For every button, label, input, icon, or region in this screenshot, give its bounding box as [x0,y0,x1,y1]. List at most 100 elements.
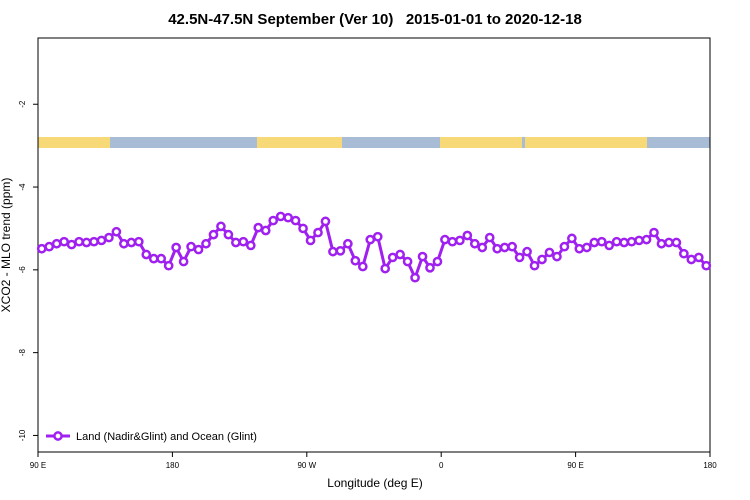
data-point [529,260,540,271]
data-point [656,238,667,249]
data-point [163,260,174,271]
data-point [223,229,234,240]
data-point [171,242,181,253]
data-point [350,255,361,266]
data-point [59,236,69,247]
data-point [589,237,600,248]
data-point [156,253,167,264]
data-point [395,249,405,260]
data-point [290,215,301,226]
plot-frame [37,37,711,453]
x-axis-label: Longitude (deg E) [327,476,422,490]
x-tick-label: 0 [439,461,444,470]
data-point [574,243,585,254]
legend-label: Land (Nadir&Glint) and Ocean (Glint) [76,431,257,443]
data-point [611,236,622,247]
data-point [417,251,428,262]
data-point [305,235,316,246]
data-point [425,262,435,273]
data-point [462,230,473,241]
data-point [231,237,241,248]
data-point [552,251,562,262]
data-point [567,233,577,244]
data-point [133,236,144,247]
legend-marker [53,431,63,441]
data-point [275,211,286,222]
land-ocean-strip [38,137,710,148]
data-point [357,261,368,272]
data-point [477,242,488,253]
x-tick-label: 180 [166,461,180,470]
data-point [499,242,510,253]
data-point [208,229,219,240]
x-tick-label: 90 E [567,461,583,470]
y-tick-label: -8 [18,349,27,357]
data-point [343,238,353,249]
data-point [507,241,517,252]
data-point [126,237,137,248]
data-point [537,254,547,265]
data-point [283,212,293,223]
data-point [201,238,211,249]
data-point [268,215,279,226]
data-point [111,226,122,237]
data-point [671,237,682,248]
data-point [626,236,637,247]
data-point [89,236,99,247]
data-point [469,238,480,249]
data-point [74,236,84,247]
data-point [253,222,264,233]
data-point [372,231,383,242]
data-point [619,237,629,248]
data-point [432,256,443,267]
data-point [104,232,114,243]
data-point [604,240,615,251]
data-point [679,248,689,259]
data-point [641,234,652,245]
data-point [380,263,391,274]
y-tick-label: -6 [18,266,27,274]
data-point [402,256,413,267]
data-point [492,243,503,254]
data-point [66,239,77,250]
data-point [96,235,107,246]
data-point [410,272,420,283]
data-point [365,234,376,245]
data-point [260,225,271,236]
x-tick-label: 90 W [297,461,316,470]
data-point [484,232,495,243]
data-point [447,236,458,247]
data-point [178,256,189,267]
data-point [335,245,346,256]
data-point [455,235,465,246]
x-tick-label: 90 E [30,461,46,470]
data-point [193,244,204,255]
data-point [238,236,249,247]
data-point [387,252,398,263]
data-point [514,252,525,263]
y-tick-label: -2 [18,100,27,108]
data-point [119,238,129,249]
data-point [186,241,196,252]
data-point [581,242,592,253]
data-point [313,227,323,238]
data-point [596,236,607,247]
data-point [44,241,55,252]
y-axis-label: XCO2 - MLO trend (ppm) [0,178,13,313]
data-point [686,254,697,265]
data-point [328,246,338,257]
data-point [81,237,92,248]
y-tick-label: -10 [18,429,27,441]
data-point [544,247,555,258]
data-point [216,221,226,232]
data-point [36,243,47,254]
data-point [522,246,532,257]
data-point [320,216,331,227]
data-point [693,252,704,263]
data-point [148,253,159,264]
data-point [634,235,644,246]
data-point [51,238,62,249]
data-point [559,241,570,252]
data-point [141,249,152,260]
data-point [701,260,712,271]
